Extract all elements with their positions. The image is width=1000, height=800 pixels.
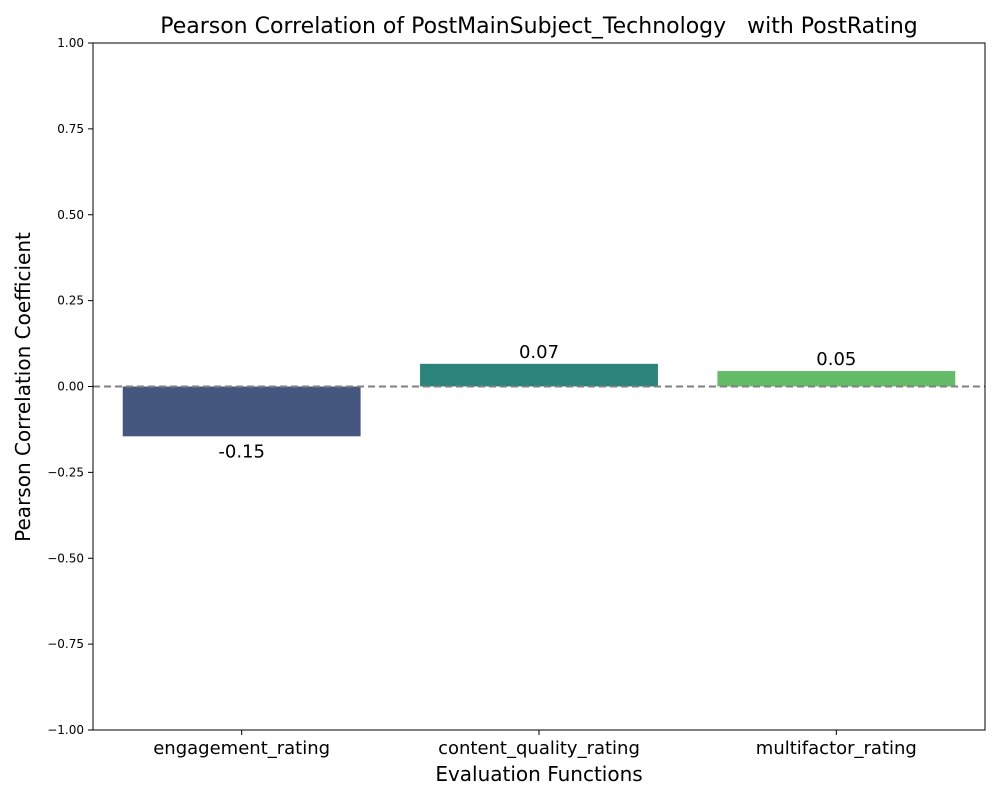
bar-content-quality-rating [420, 363, 658, 387]
y-axis-ticks: −1.00 −0.75 −0.50 −0.25 0.00 0.25 0.50 0.75 1.00 [47, 36, 93, 737]
y-tick-label: −0.25 [47, 465, 84, 479]
x-tick-label: content_quality_rating [438, 738, 640, 759]
y-tick-label: 0.75 [57, 122, 84, 136]
x-axis-label: Evaluation Functions [435, 762, 642, 786]
y-tick-label: −0.75 [47, 637, 84, 651]
data-label: 0.05 [816, 349, 856, 370]
x-tick-label: engagement_rating [153, 738, 330, 759]
y-tick-label: 1.00 [57, 36, 84, 50]
y-tick-label: 0.50 [57, 208, 84, 222]
plot-frame [92, 42, 986, 731]
y-axis-label: Pearson Correlation Coefficient [11, 232, 35, 542]
data-label: 0.07 [519, 342, 559, 363]
bar-engagement-rating [122, 386, 361, 437]
x-tick-label: multifactor_rating [756, 738, 917, 759]
chart-title: Pearson Correlation of PostMainSubject_T… [160, 14, 918, 39]
y-tick-label: −0.50 [47, 551, 84, 565]
bar-multifactor-rating [717, 371, 956, 387]
data-labels-group: -0.15 0.07 0.05 [218, 342, 856, 462]
y-tick-label: 0.00 [57, 380, 84, 394]
x-axis-ticks: engagement_rating content_quality_rating m… [153, 730, 917, 759]
y-tick-label: −1.00 [47, 723, 84, 737]
bars-group [122, 363, 956, 437]
data-label: -0.15 [218, 441, 265, 462]
y-tick-label: 0.25 [57, 294, 84, 308]
